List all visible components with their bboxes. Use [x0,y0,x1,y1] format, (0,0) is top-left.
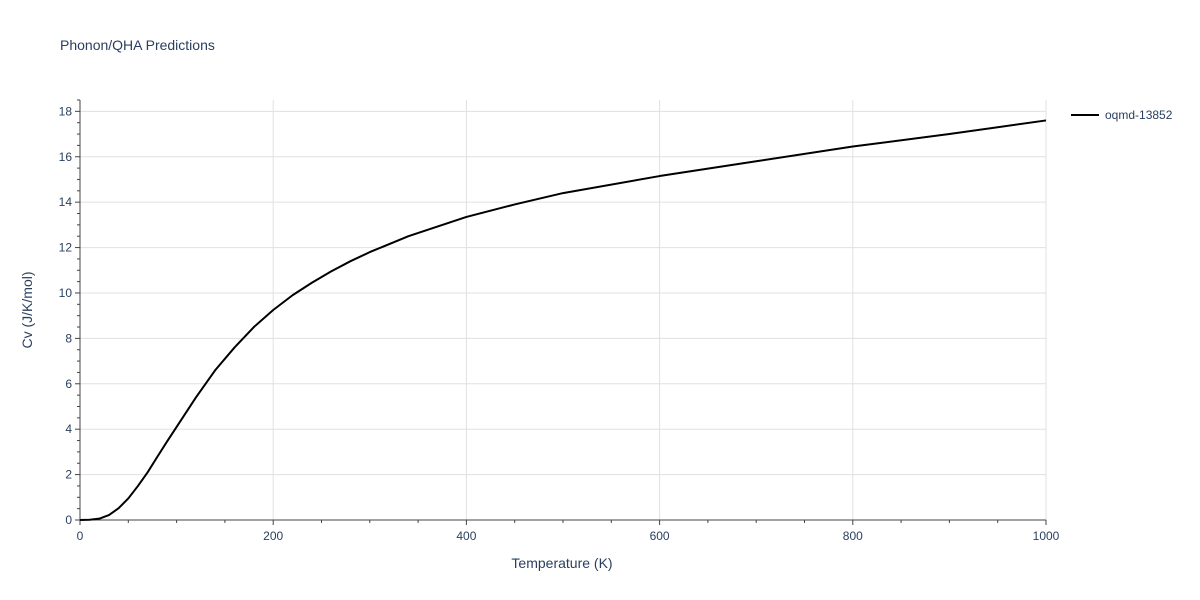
y-tick-label: 2 [65,468,72,482]
grid [80,100,1047,520]
y-tick-label: 16 [59,150,73,164]
series-layer [79,119,1047,521]
y-tick-label: 12 [59,241,73,255]
x-tick-label: 200 [263,529,283,543]
y-tick-label: 4 [65,422,72,436]
x-axis-title: Temperature (K) [511,555,612,571]
chart-title: Phonon/QHA Predictions [60,37,215,53]
x-tick-label: 1000 [1033,529,1060,543]
y-tick-label: 18 [59,104,73,118]
x-tick-label: 400 [456,529,476,543]
y-tick-label: 14 [59,195,73,209]
y-axis-title: Cv (J/K/mol) [19,272,35,349]
y-tick-label: 0 [65,513,72,527]
x-tick-label: 0 [77,529,84,543]
y-tick-label: 10 [59,286,73,300]
axes: 0 200 400 600 800 1000 0 2 4 6 8 10 12 14 16 18 [59,99,1060,543]
y-tick-label: 8 [65,331,72,345]
legend-label: oqmd-13852 [1105,108,1173,122]
series-line[interactable] [79,119,1047,521]
x-tick-label: 800 [843,529,863,543]
y-tick-label: 6 [65,377,72,391]
x-tick-label: 600 [650,529,670,543]
legend[interactable]: oqmd-13852 [1071,108,1173,122]
